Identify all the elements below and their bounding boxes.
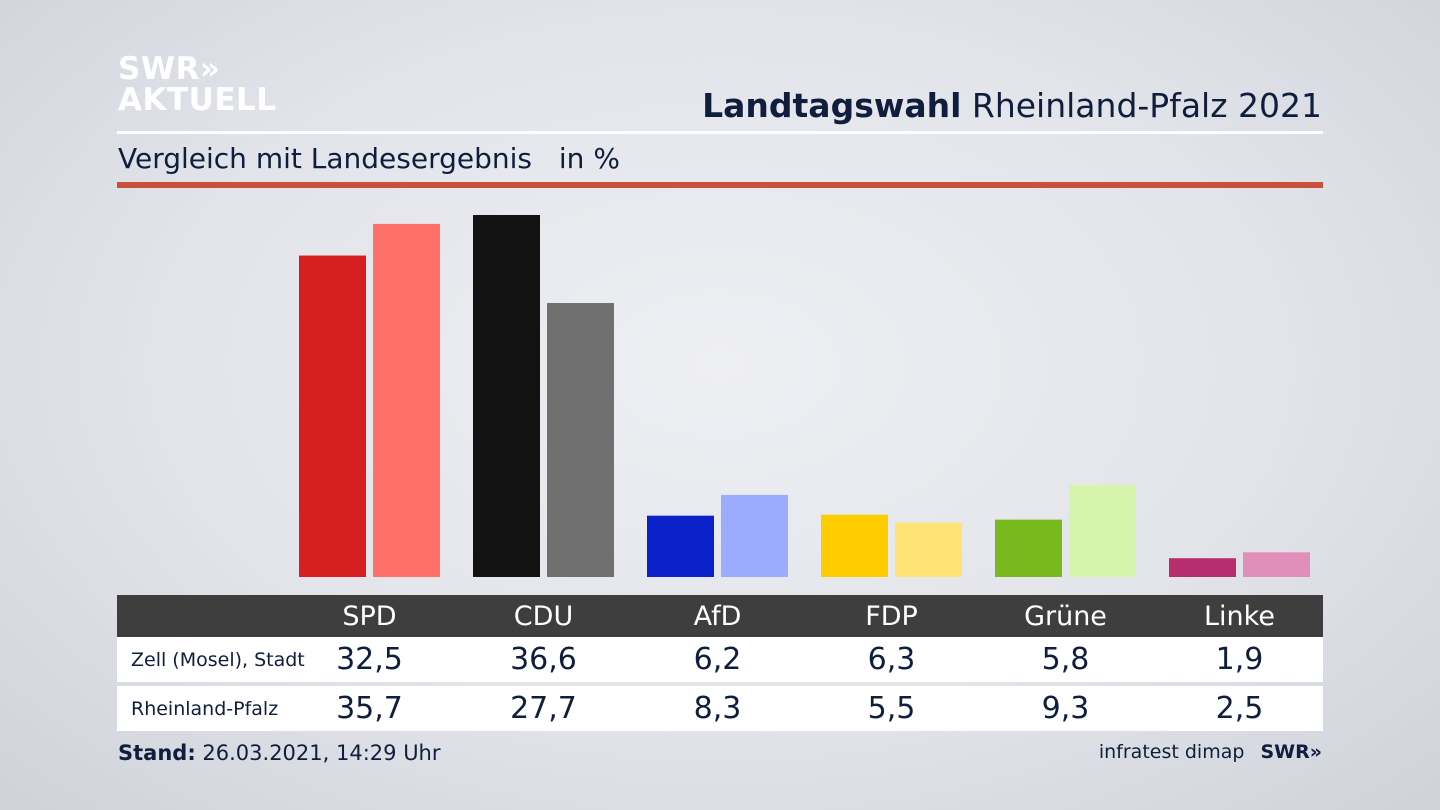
stand-value: 26.03.2021, 14:29 Uhr [202, 741, 441, 765]
bar-chart [299, 215, 1310, 577]
table-row-rheinland-pfalz: Rheinland-Pfalz 35,7 27,7 8,3 5,5 9,3 2,5 [117, 686, 1323, 731]
column-header-spd: SPD [342, 600, 397, 632]
title-rest: Rheinland-Pfalz 2021 [971, 86, 1322, 125]
bar-cdu-series-1 [473, 215, 540, 577]
value-cell-spd: 32,5 [336, 642, 403, 677]
title-bold: Landtagswahl [702, 86, 962, 125]
value-cell-afd: 6,2 [693, 642, 742, 677]
bar-cdu-series-2 [547, 303, 614, 577]
title-divider [117, 131, 1323, 134]
column-header-cdu: CDU [513, 600, 574, 632]
bar-grüne-series-2 [1069, 485, 1136, 577]
value-cell-linke: 1,9 [1215, 642, 1264, 677]
stand-label: Stand: [118, 741, 196, 765]
logo-line-2: AKTUELL [118, 82, 277, 118]
swr-aktuell-logo: SWR» AKTUELL [118, 54, 277, 116]
row-label: Rheinland-Pfalz [131, 697, 279, 720]
chart-subtitle: Vergleich mit Landesergebnis in % [118, 142, 620, 175]
column-header-grüne: Grüne [1024, 600, 1107, 632]
swr-logo: SWR» [1260, 741, 1322, 763]
table-row-zell: Zell (Mosel), Stadt 32,5 36,6 6,2 6,3 5,8 1,9 [117, 637, 1323, 682]
value-cell-afd: 8,3 [693, 691, 742, 726]
value-cell-grüne: 9,3 [1041, 691, 1090, 726]
table-header: SPD CDU AfD FDP Grüne Linke [117, 595, 1323, 637]
bar-spd-series-2 [373, 223, 440, 577]
source-credit: infratest dimap SWR» [1099, 741, 1322, 763]
bar-linke-series-2 [1243, 552, 1310, 577]
row-label: Zell (Mosel), Stadt [131, 648, 305, 671]
bar-linke-series-1 [1169, 558, 1236, 577]
unit-label: in % [558, 142, 620, 175]
column-header-linke: Linke [1204, 600, 1275, 632]
results-table: SPD CDU AfD FDP Grüne Linke Zell (Mosel), Sta… [117, 595, 1323, 731]
column-header-afd: AfD [693, 600, 742, 632]
value-cell-cdu: 36,6 [510, 642, 577, 677]
value-cell-fdp: 5,5 [867, 691, 916, 726]
timestamp: Stand: 26.03.2021, 14:29 Uhr [118, 741, 441, 765]
value-cell-cdu: 27,7 [510, 691, 577, 726]
bar-spd-series-1 [299, 255, 366, 577]
bar-afd-series-2 [721, 494, 788, 577]
value-cell-fdp: 6,3 [867, 642, 916, 677]
page-title: Landtagswahl Rheinland-Pfalz 2021 [702, 86, 1322, 125]
source-text: infratest dimap [1098, 741, 1245, 763]
value-cell-grüne: 5,8 [1041, 642, 1090, 677]
subtitle-text: Vergleich mit Landesergebnis [118, 142, 532, 175]
bar-grüne-series-1 [995, 519, 1062, 577]
column-header-fdp: FDP [865, 600, 918, 632]
bar-fdp-series-1 [821, 514, 888, 577]
bar-afd-series-1 [647, 515, 714, 577]
value-cell-spd: 35,7 [336, 691, 403, 726]
logo-line-1: SWR» [118, 51, 221, 87]
value-cell-linke: 2,5 [1215, 691, 1264, 726]
bar-fdp-series-2 [895, 522, 962, 577]
subtitle-divider [117, 182, 1323, 188]
